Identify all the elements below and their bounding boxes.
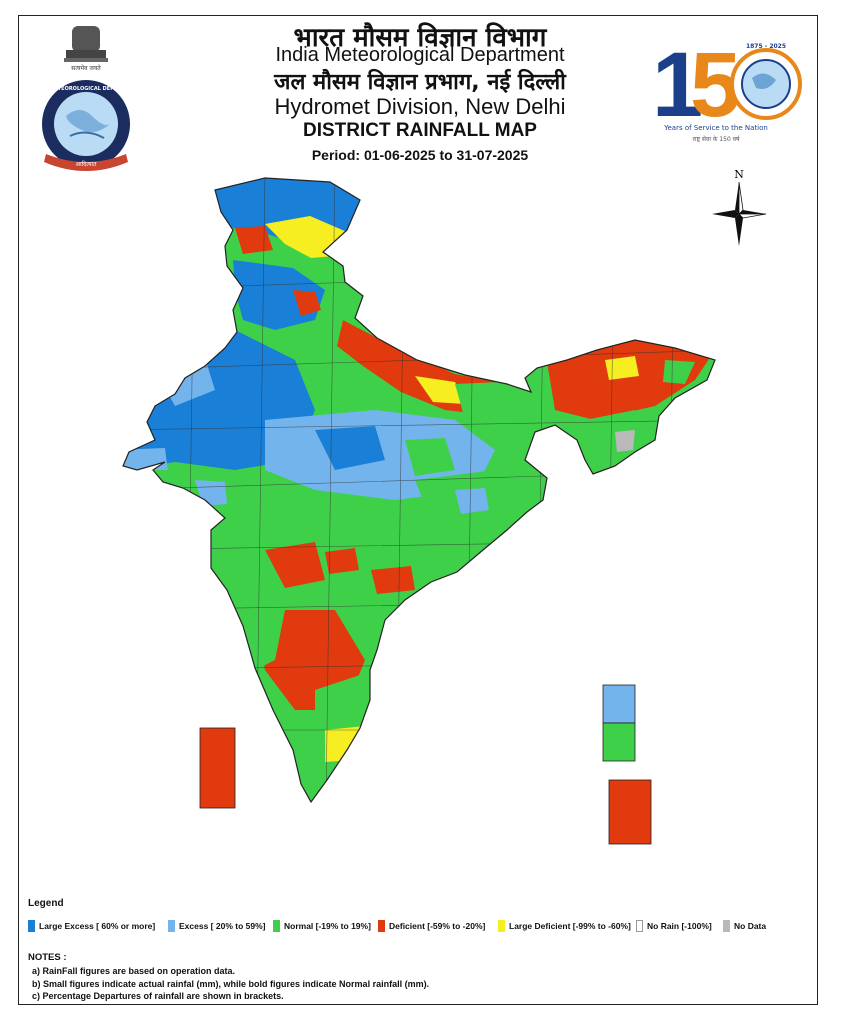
legend-title: Legend bbox=[28, 898, 64, 909]
emblem-motto: आदित्यात bbox=[75, 160, 97, 168]
north-arrow-icon: N bbox=[712, 168, 767, 246]
logo-years-range: 1875 - 2025 bbox=[746, 43, 786, 50]
india-outline bbox=[122, 177, 716, 804]
legend-swatch bbox=[723, 920, 730, 932]
nicobar-inset bbox=[608, 779, 652, 845]
legend-label: Large Excess [ 60% or more] bbox=[39, 921, 156, 931]
legend-label: Normal [-19% to 19%] bbox=[284, 921, 371, 931]
legend-item-deficient: Deficient [-59% to -20%] bbox=[378, 918, 485, 934]
legend-item-no-data: No Data bbox=[723, 918, 766, 934]
legend-label: Large Deficient [-99% to -60%] bbox=[509, 921, 631, 931]
legend-label: No Data bbox=[734, 921, 767, 931]
note-b: b) Small figures indicate actual rainfal… bbox=[32, 979, 430, 989]
legend-swatch bbox=[378, 920, 385, 932]
andaman-inset-top bbox=[602, 684, 636, 724]
note-c: c) Percentage Departures of rainfall are… bbox=[32, 991, 284, 1001]
map-frame bbox=[18, 15, 818, 1005]
andaman-inset-bottom bbox=[602, 722, 636, 762]
legend-item-excess: Excess [ 20% to 59%] bbox=[168, 918, 265, 934]
legend-swatch bbox=[28, 920, 35, 932]
hindi-org-name: भारत मौसम विज्ञान विभाग bbox=[293, 23, 547, 53]
legend-label: No Rain [-100%] bbox=[647, 921, 712, 931]
logo-hindi-tagline: राष्ट्र सेवा के 150 वर्ष bbox=[693, 135, 741, 143]
legend-item-large-deficient: Large Deficient [-99% to -60%] bbox=[498, 918, 631, 934]
imd-150-years-logo: 1 50 1875 - 2025 Years of Service to the… bbox=[652, 34, 802, 143]
notes-title: NOTES : bbox=[28, 952, 67, 963]
legend-label: Excess [ 20% to 59%] bbox=[179, 921, 266, 931]
legend: Large Excess [ 60% or more] Excess [ 20%… bbox=[28, 918, 808, 934]
legend-swatch bbox=[273, 920, 280, 932]
legend-swatch bbox=[636, 920, 643, 932]
north-label: N bbox=[734, 168, 744, 181]
logo-digit-one: 1 bbox=[652, 34, 703, 136]
note-a: a) RainFall figures are based on operati… bbox=[32, 966, 236, 976]
legend-swatch bbox=[168, 920, 175, 932]
period-label: Period: 01-06-2025 to 31-07-2025 bbox=[311, 147, 529, 163]
legend-swatch bbox=[498, 920, 505, 932]
india-rainfall-map bbox=[122, 177, 716, 845]
legend-item-normal: Normal [-19% to 19%] bbox=[273, 918, 371, 934]
map-title: DISTRICT RAINFALL MAP bbox=[303, 120, 537, 141]
division-name: Hydromet Division, New Delhi bbox=[274, 94, 566, 119]
legend-item-no-rain: No Rain [-100%] bbox=[636, 918, 712, 934]
hindi-division-name: जल मौसम विज्ञान प्रभाग, नई दिल्ली bbox=[274, 70, 566, 95]
imd-emblem-logo: सत्यमेव जयते INDIA METEOROLOGICAL DEPART… bbox=[32, 26, 141, 171]
legend-item-large-excess: Large Excess [ 60% or more] bbox=[28, 918, 155, 934]
emblem-top-text: सत्यमेव जयते bbox=[71, 64, 101, 72]
lakshadweep-inset bbox=[199, 727, 236, 809]
legend-label: Deficient [-59% to -20%] bbox=[389, 921, 486, 931]
ashoka-emblem-icon bbox=[64, 26, 108, 62]
logo-tagline: Years of Service to the Nation bbox=[663, 124, 768, 132]
org-name: India Meteorological Department bbox=[275, 44, 565, 66]
emblem-ring-text: INDIA METEOROLOGICAL DEPARTMENT bbox=[32, 86, 141, 92]
